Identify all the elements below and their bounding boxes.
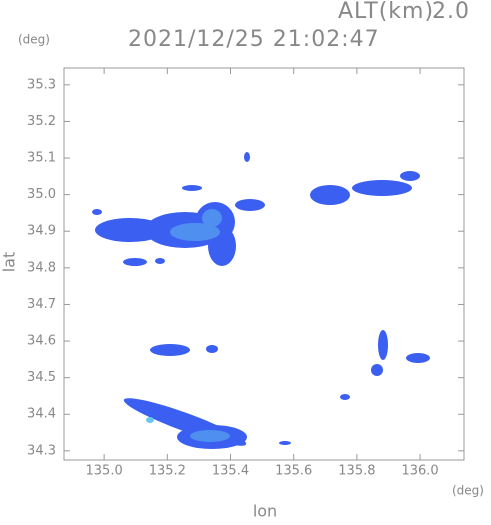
plot-frame — [63, 67, 465, 461]
y-unit: (deg) — [18, 33, 50, 47]
y-tick-label: 35.0 — [27, 187, 56, 202]
echo — [123, 258, 147, 266]
x-tick-label: 135.2 — [149, 464, 186, 479]
y-axis-label: lat — [0, 252, 19, 273]
echo — [155, 258, 165, 264]
echo — [235, 199, 265, 211]
echo — [170, 223, 220, 241]
echo — [310, 185, 350, 205]
echo — [352, 180, 412, 196]
x-tick-label: 136.0 — [401, 464, 438, 479]
x-axis-label: lon — [253, 502, 277, 521]
y-tick-label: 35.1 — [27, 151, 56, 166]
echo — [406, 353, 430, 363]
echo — [202, 209, 222, 227]
map-title: 2021/12/25 21:02:47 — [128, 27, 380, 52]
echo — [371, 364, 383, 376]
altitude-value: 2.0 — [432, 0, 470, 24]
echo — [182, 185, 202, 191]
y-tick-label: 35.2 — [27, 114, 56, 129]
echoes — [92, 152, 430, 449]
y-tick-label: 34.3 — [27, 443, 56, 458]
echo — [150, 344, 190, 356]
x-tick-label: 135.4 — [212, 464, 249, 479]
x-unit: (deg) — [452, 484, 484, 498]
x-tick-label: 135.0 — [86, 464, 123, 479]
y-tick-label: 34.7 — [27, 297, 56, 312]
x-tick-label: 135.6 — [275, 464, 312, 479]
echo — [378, 330, 388, 360]
echo — [340, 394, 350, 400]
echo — [92, 209, 102, 215]
echo — [279, 441, 291, 445]
y-tick-label: 34.9 — [27, 224, 56, 239]
y-tick-label: 34.8 — [27, 260, 56, 275]
y-tick-label: 34.4 — [27, 407, 56, 422]
echo — [190, 430, 230, 442]
echo — [244, 152, 250, 162]
x-tick-label: 135.8 — [338, 464, 375, 479]
y-tick-label: 34.6 — [27, 334, 56, 349]
echo — [206, 345, 218, 353]
echo — [400, 171, 420, 181]
echo — [146, 417, 154, 423]
altitude-label: ALT(km) — [338, 0, 434, 24]
y-tick-label: 34.5 — [27, 370, 56, 385]
y-tick-label: 35.3 — [27, 77, 56, 92]
